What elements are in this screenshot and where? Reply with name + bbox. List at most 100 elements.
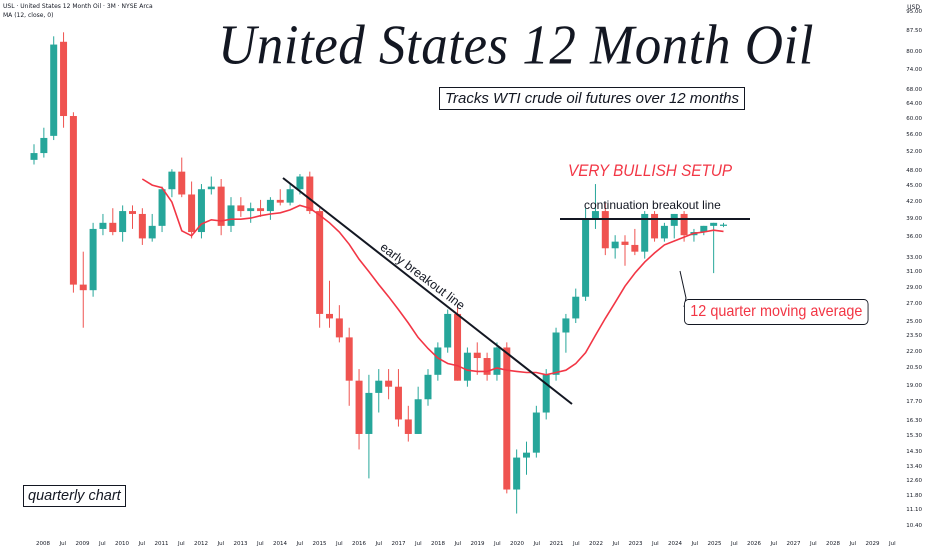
candle — [266, 197, 274, 220]
candle — [414, 386, 422, 434]
y-tick-label: 31.00 — [906, 269, 922, 276]
candle-body — [572, 296, 580, 319]
candle-body — [523, 452, 530, 458]
candle — [89, 222, 97, 297]
candle-body — [532, 412, 540, 453]
candle — [326, 280, 333, 328]
x-tick-label: 2018 — [431, 541, 445, 547]
x-tick-label: Jul — [730, 541, 738, 547]
x-tick-label: 2023 — [628, 541, 643, 547]
y-tick-label: 20.50 — [906, 365, 922, 372]
currency-label: USD — [907, 4, 920, 11]
y-tick-label: 87.50 — [906, 28, 922, 35]
y-tick-label: 64.00 — [906, 100, 922, 107]
x-tick-label: Jul — [414, 541, 422, 547]
candle-body — [326, 313, 333, 319]
candle-body — [227, 205, 235, 226]
candle — [404, 405, 412, 442]
candle — [69, 112, 77, 293]
x-tick-label: Jul — [493, 541, 501, 547]
candle — [483, 352, 491, 381]
y-tick-label: 36.00 — [906, 234, 922, 241]
x-tick-label: Jul — [572, 541, 580, 547]
candle — [60, 32, 68, 128]
symbol-header: USL · United States 12 Month Oil · 3M · … — [3, 3, 153, 10]
bullish-setup-note: VERY BULLISH SETUP — [568, 161, 733, 180]
x-tick-label: Jul — [177, 541, 185, 547]
candle-body — [316, 211, 324, 314]
candle — [99, 213, 107, 236]
y-tick-label: 56.00 — [906, 131, 922, 138]
x-tick-label: Jul — [296, 541, 304, 547]
candle-body — [444, 313, 452, 348]
candle-body — [257, 208, 265, 212]
candle — [434, 342, 442, 381]
candle — [651, 211, 659, 242]
candle-body — [375, 380, 383, 393]
candle — [276, 189, 284, 206]
candle — [611, 235, 619, 259]
x-tick-label: 2011 — [154, 541, 169, 547]
candle-body — [286, 189, 294, 203]
x-tick-label: 2012 — [194, 541, 208, 547]
candle — [591, 184, 599, 229]
candle-body — [207, 186, 215, 190]
y-tick-label: 13.40 — [906, 463, 922, 470]
x-tick-label: 2021 — [549, 541, 564, 547]
y-tick-label: 10.40 — [906, 522, 922, 529]
candle-body — [651, 213, 659, 239]
candle-body — [562, 318, 570, 333]
candle-body — [483, 358, 491, 375]
candle — [710, 222, 718, 274]
x-tick-label: Jul — [533, 541, 541, 547]
candle — [562, 313, 570, 353]
candle-body — [129, 211, 136, 214]
candle — [601, 202, 609, 256]
candle — [463, 347, 471, 387]
candle — [50, 36, 58, 141]
candle — [178, 157, 186, 198]
y-tick-label: 52.00 — [906, 149, 922, 156]
x-tick-label: Jul — [217, 541, 225, 547]
x-tick-label: 2009 — [75, 541, 90, 547]
candle — [660, 222, 668, 242]
candle — [197, 184, 205, 239]
candle-body — [188, 194, 196, 233]
x-tick-label: Jul — [612, 541, 620, 547]
candle-body — [641, 213, 649, 252]
candle-body — [69, 116, 77, 285]
x-tick-label: Jul — [849, 541, 857, 547]
candle-body — [631, 244, 639, 252]
y-tick-label: 39.00 — [906, 215, 922, 222]
candle — [621, 235, 629, 266]
candle-body — [414, 399, 422, 434]
x-tick-label: Jul — [59, 541, 67, 547]
y-tick-label: 23.50 — [906, 333, 922, 340]
y-tick-label: 14.30 — [906, 448, 922, 455]
candle — [720, 222, 727, 228]
candle-body — [119, 211, 127, 233]
early-breakout-trendline — [282, 177, 573, 405]
candle-body — [178, 171, 186, 195]
candle-body — [247, 208, 255, 212]
x-tick-label: 2014 — [273, 541, 287, 547]
candle-body — [434, 347, 442, 375]
candle-body — [217, 186, 225, 226]
x-tick-label: 2029 — [865, 541, 880, 547]
candle-body — [79, 284, 87, 291]
candle-body — [404, 419, 412, 434]
candle-body — [621, 241, 629, 245]
x-tick-label: 2017 — [391, 541, 406, 547]
quarterly-chart-note: quarterly chart — [23, 485, 126, 507]
x-tick-label: Jul — [256, 541, 264, 547]
y-tick-label: 22.00 — [906, 348, 922, 355]
subtitle-box: Tracks WTI crude oil futures over 12 mon… — [439, 87, 745, 110]
candle — [188, 181, 196, 239]
candle — [79, 251, 87, 328]
y-tick-label: 95.00 — [906, 9, 922, 16]
x-tick-label: 2024 — [668, 541, 682, 547]
candle — [158, 186, 166, 233]
candle — [385, 369, 393, 400]
y-tick-label: 68.00 — [906, 86, 922, 93]
